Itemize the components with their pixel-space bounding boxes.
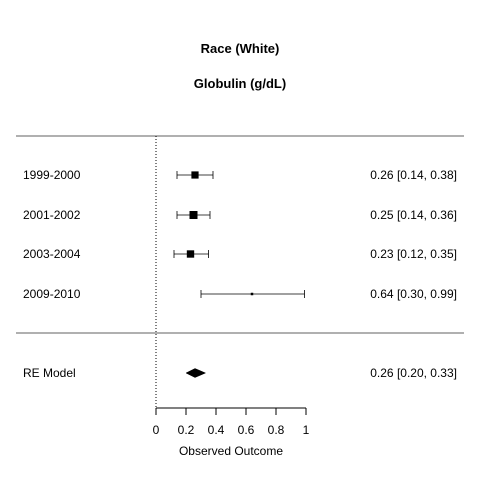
x-tick-label: 0.6	[238, 423, 255, 437]
study-ci-text: 0.26 [0.14, 0.38]	[370, 168, 457, 182]
x-axis-label: Observed Outcome	[179, 444, 283, 458]
chart-subtitle: Globulin (g/dL)	[194, 76, 286, 91]
summary-ci-text: 0.26 [0.20, 0.33]	[370, 366, 457, 380]
study-ci-text: 0.23 [0.12, 0.35]	[370, 247, 457, 261]
study-point	[189, 211, 198, 219]
study-ci-text: 0.25 [0.14, 0.36]	[370, 208, 457, 222]
x-tick-label: 0	[153, 423, 160, 437]
study-ci-text: 0.64 [0.30, 0.99]	[370, 287, 457, 301]
chart-title: Race (White)	[201, 41, 280, 56]
x-tick-label: 0.2	[178, 423, 195, 437]
study-label: 2001-2002	[23, 208, 81, 222]
plot-area: 1999-2000 0.26 [0.14, 0.38] 2001-2002 0.25 …	[16, 135, 464, 458]
summary-diamond	[185, 368, 207, 378]
x-tick-label: 0.8	[268, 423, 285, 437]
study-label: 1999-2000	[23, 168, 81, 182]
study-label: 2009-2010	[23, 287, 81, 301]
study-point	[250, 292, 254, 296]
x-tick-label: 1	[303, 423, 310, 437]
study-label: 2003-2004	[23, 247, 81, 261]
study-point	[191, 171, 199, 179]
x-tick-label: 0.4	[208, 423, 225, 437]
summary-label: RE Model	[23, 366, 76, 380]
study-point	[186, 250, 195, 258]
